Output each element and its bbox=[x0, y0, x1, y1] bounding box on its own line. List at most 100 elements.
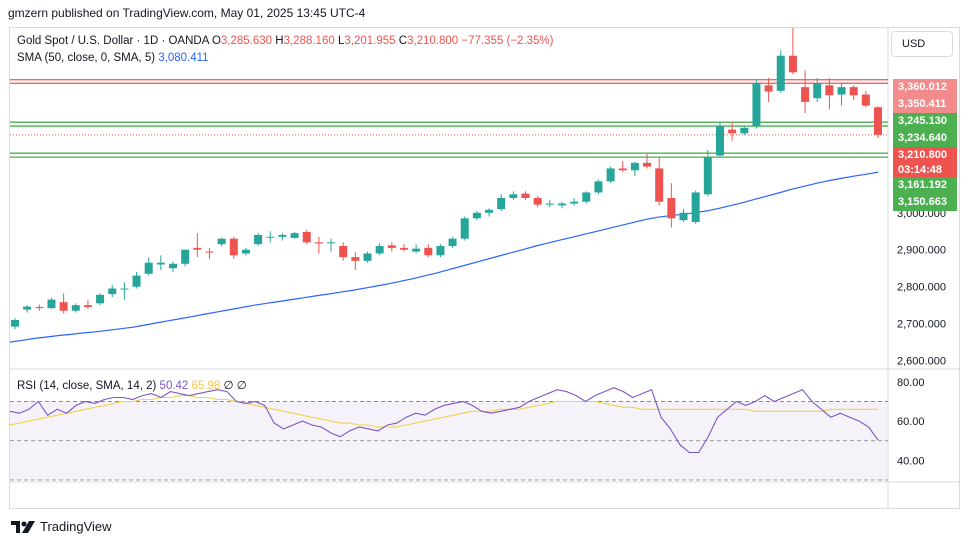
candle-body bbox=[47, 299, 56, 309]
candle-body bbox=[169, 263, 178, 269]
tradingview-logo-icon bbox=[11, 520, 35, 533]
candle-body bbox=[752, 83, 761, 126]
close-label: C bbox=[398, 35, 408, 47]
candle-body bbox=[655, 168, 664, 202]
rsi-axis: 80.00 60.00 40.00 bbox=[897, 377, 925, 468]
candle-body bbox=[156, 262, 165, 265]
low-value: 3,201.955 bbox=[344, 35, 396, 47]
candle-body bbox=[667, 198, 676, 219]
candle-body bbox=[849, 87, 858, 96]
candle-body bbox=[679, 212, 688, 221]
candle-body bbox=[776, 55, 785, 91]
candle-body bbox=[436, 246, 445, 256]
candle-body bbox=[241, 249, 250, 254]
open-label: O bbox=[211, 35, 221, 47]
low-label: L bbox=[337, 35, 345, 47]
publisher-caption: gmzern published on TradingView.com, May… bbox=[8, 6, 366, 20]
candle-body bbox=[582, 192, 591, 202]
price-tag: 3,234.640 bbox=[893, 130, 957, 147]
candle-body bbox=[703, 157, 712, 195]
footer-brand[interactable]: TradingView bbox=[10, 519, 112, 534]
rsi-extra: ∅ ∅ bbox=[223, 380, 247, 392]
candle-body bbox=[533, 198, 542, 205]
candle-body bbox=[181, 249, 190, 264]
support-resistance-lines bbox=[10, 79, 888, 158]
candle-body bbox=[314, 242, 323, 244]
candle-body bbox=[509, 194, 518, 198]
candle-body bbox=[399, 247, 408, 250]
rsi-line bbox=[9, 387, 879, 454]
candle-body bbox=[302, 232, 311, 243]
rsi-label[interactable]: RSI (14, close, SMA, 14, 2) bbox=[17, 380, 157, 392]
candle-body bbox=[715, 125, 724, 156]
candle-body bbox=[290, 233, 299, 238]
candle-body bbox=[630, 162, 639, 171]
price-tick-label: 2,600.000 bbox=[897, 356, 946, 368]
candle-body bbox=[266, 236, 275, 238]
candle-body bbox=[327, 242, 336, 244]
candle-body bbox=[740, 127, 749, 134]
candle-body bbox=[521, 193, 530, 198]
candle-body bbox=[728, 129, 737, 134]
candle-body bbox=[424, 247, 433, 256]
close-value: 3,210.800 bbox=[407, 35, 459, 47]
candle-body bbox=[387, 245, 396, 248]
rsi-ma-value: 65.98 bbox=[191, 380, 221, 392]
candle-body bbox=[861, 94, 870, 106]
high-value: 3,288.160 bbox=[283, 35, 335, 47]
candle-body bbox=[83, 305, 92, 308]
candle-body bbox=[691, 192, 700, 223]
currency-button[interactable]: USD bbox=[891, 31, 953, 57]
price-tag: 3,360.012 bbox=[893, 79, 957, 96]
candle-body bbox=[412, 248, 421, 252]
sma-line bbox=[9, 171, 879, 343]
price-tag: 3,161.192 bbox=[893, 177, 957, 194]
candle-body bbox=[254, 234, 263, 245]
price-tick-label: 2,900.000 bbox=[897, 245, 946, 257]
sma-layer bbox=[9, 171, 879, 343]
candle-body bbox=[144, 262, 153, 274]
candle-body bbox=[71, 305, 80, 311]
candle-body bbox=[351, 257, 360, 261]
footer-brand-label: TradingView bbox=[40, 519, 112, 534]
rsi-legend: RSI (14, close, SMA, 14, 2) 50.42 65.98 … bbox=[17, 378, 247, 392]
sma-value: 3,080.411 bbox=[158, 52, 209, 64]
candle-body bbox=[643, 162, 652, 167]
candle-body bbox=[193, 247, 202, 250]
candle-body bbox=[545, 203, 554, 205]
candle-body bbox=[594, 181, 603, 193]
candle-body bbox=[96, 294, 105, 304]
candle-body bbox=[205, 251, 214, 253]
candle-body bbox=[801, 87, 810, 102]
sma-label[interactable]: SMA (50, close, 0, SMA, 5) bbox=[17, 52, 156, 64]
candle-body bbox=[557, 203, 566, 206]
candles-layer bbox=[11, 28, 882, 330]
sma-legend: SMA (50, close, 0, SMA, 5) 3,080.411 bbox=[17, 52, 209, 64]
candle-body bbox=[874, 107, 882, 135]
candle-body bbox=[570, 201, 579, 204]
change-value: −77.355 (−2.35%) bbox=[461, 35, 554, 47]
price-tick-label: 2,700.000 bbox=[897, 319, 946, 331]
symbol-label[interactable]: Gold Spot / U.S. Dollar · 1D · OANDA bbox=[17, 35, 209, 47]
rsi-tick-label: 60.00 bbox=[897, 416, 925, 428]
price-axis: 3,000.0002,900.0002,800.0002,700.0002,60… bbox=[897, 208, 946, 368]
candle-body bbox=[339, 246, 348, 258]
candle-body bbox=[35, 307, 44, 309]
candle-body bbox=[23, 306, 32, 310]
candle-body bbox=[448, 238, 457, 247]
rsi-value: 50.42 bbox=[159, 380, 189, 392]
price-tag: 3,350.411 bbox=[893, 96, 957, 113]
candle-body bbox=[11, 319, 19, 327]
candle-body bbox=[363, 253, 372, 261]
rsi-ma-line bbox=[9, 395, 878, 428]
price-tag: 3,150.663 bbox=[893, 194, 957, 211]
candle-body bbox=[825, 85, 834, 96]
candle-body bbox=[618, 168, 627, 171]
candle-body bbox=[217, 238, 226, 245]
candle-body bbox=[132, 275, 141, 287]
open-value: 3,285.630 bbox=[220, 35, 273, 47]
price-tag: 3,245.130 bbox=[893, 113, 957, 130]
rsi-tick-label: 80.00 bbox=[897, 377, 925, 389]
candle-body bbox=[788, 55, 797, 73]
